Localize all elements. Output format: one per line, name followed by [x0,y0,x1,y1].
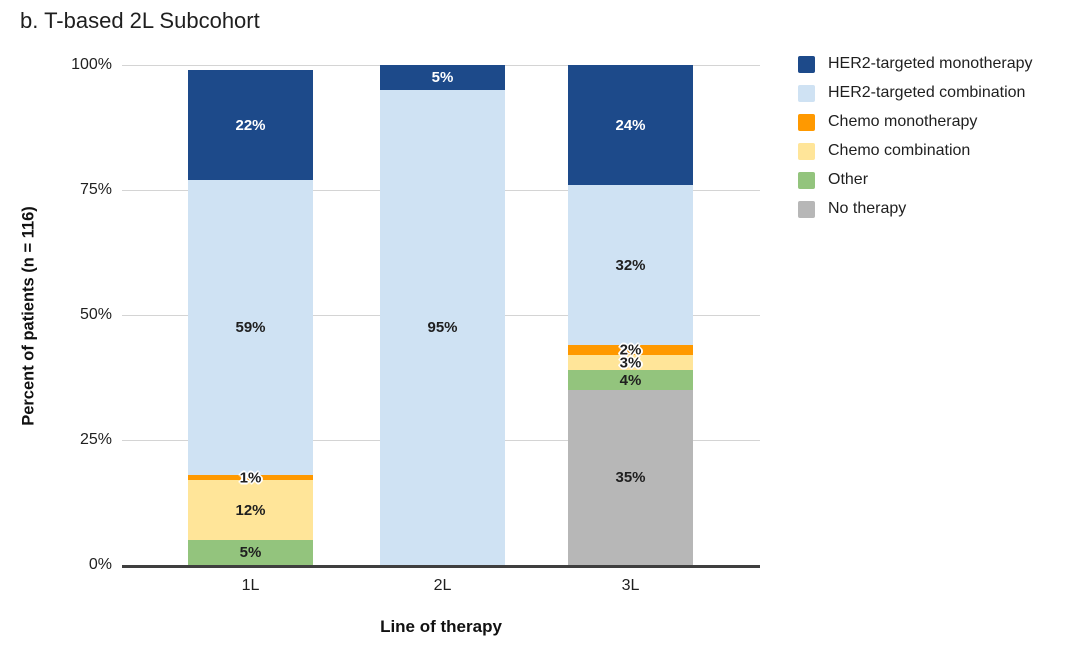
bar-segment-2l-her2-targeted-combination: 95% [380,90,505,565]
legend-label: Other [828,171,869,188]
y-axis-tick-label: 50% [79,306,112,323]
legend-label: HER2-targeted monotherapy [828,55,1033,72]
segment-data-label: 1% [239,469,262,486]
legend-label: Chemo combination [828,142,971,159]
y-axis-title: Percent of patients (n = 116) [19,206,38,426]
legend-item-her2-targeted-monotherapy: HER2-targeted monotherapy [798,55,1033,73]
bar-segment-1l-her2-targeted-monotherapy: 22% [188,70,313,180]
plot-area: 22% 59% 1% 12% 5% 5% 95% 24% 32% 2% 3% 4% 35% [122,65,760,568]
y-axis-tick-label: 0% [88,556,112,573]
segment-data-label: 5% [431,69,454,86]
legend-swatch-icon [798,84,815,102]
legend-swatch-icon [798,200,815,218]
x-axis-title: Line of therapy [380,617,502,636]
bar-1l: 22% 59% 1% 12% 5% [188,70,313,565]
bar-2l: 5% 95% [380,65,505,565]
segment-data-label: 32% [615,256,646,274]
segment-data-label: 22% [235,116,266,134]
legend-item-chemo-monotherapy: Chemo monotherapy [798,113,1033,131]
legend-swatch-icon [798,55,815,73]
segment-data-label: 5% [239,544,262,561]
bar-segment-1l-chemo-monotherapy: 1% [188,470,313,485]
segment-data-label: 4% [619,371,642,389]
bar-segment-3l-chemo-monotherapy: 2% [568,341,693,359]
bar-segment-1l-other: 5% [188,540,313,565]
bar-segment-1l-her2-targeted-combination: 59% [188,180,313,475]
y-axis-tick-label: 100% [71,56,112,73]
bar-segment-3l-other: 4% [568,370,693,390]
legend-label: No therapy [828,200,907,217]
bar-segment-3l-no-therapy: 35% [568,390,693,565]
legend-item-no-therapy: No therapy [798,200,1033,218]
segment-data-label: 24% [615,116,646,134]
bar-segment-3l-her2-targeted-combination: 32% [568,185,693,345]
segment-data-label: 3% [619,354,642,371]
legend: HER2-targeted monotherapy HER2-targeted c… [798,55,1033,229]
legend-item-chemo-combination: Chemo combination [798,142,1033,160]
legend-label: Chemo monotherapy [828,113,978,130]
segment-data-label: 59% [235,319,266,336]
segment-data-label: 95% [427,319,458,336]
segment-data-label: 35% [615,469,646,486]
bar-segment-2l-her2-targeted-monotherapy: 5% [380,65,505,90]
y-axis-tick-label: 25% [79,431,112,448]
bar-segment-3l-chemo-combination: 3% [568,355,693,370]
bar-3l: 24% 32% 2% 3% 4% 35% [568,65,693,565]
bar-segment-3l-her2-targeted-monotherapy: 24% [568,65,693,185]
bar-segment-1l-chemo-combination: 12% [188,480,313,540]
legend-swatch-icon [798,113,815,131]
x-axis-tick-label-3l: 3L [621,577,640,594]
legend-swatch-icon [798,171,815,189]
x-axis-tick-label-2l: 2L [433,577,452,594]
legend-label: HER2-targeted combination [828,84,1026,101]
segment-data-label: 12% [235,501,266,519]
chart-title: b. T-based 2L Subcohort [20,8,260,33]
x-axis-tick-label-1l: 1L [241,577,260,594]
segment-data-label: 2% [619,341,642,359]
legend-item-other: Other [798,171,1033,189]
legend-swatch-icon [798,142,815,160]
y-axis-tick-label: 75% [79,181,112,198]
legend-item-her2-targeted-combination: HER2-targeted combination [798,84,1033,102]
